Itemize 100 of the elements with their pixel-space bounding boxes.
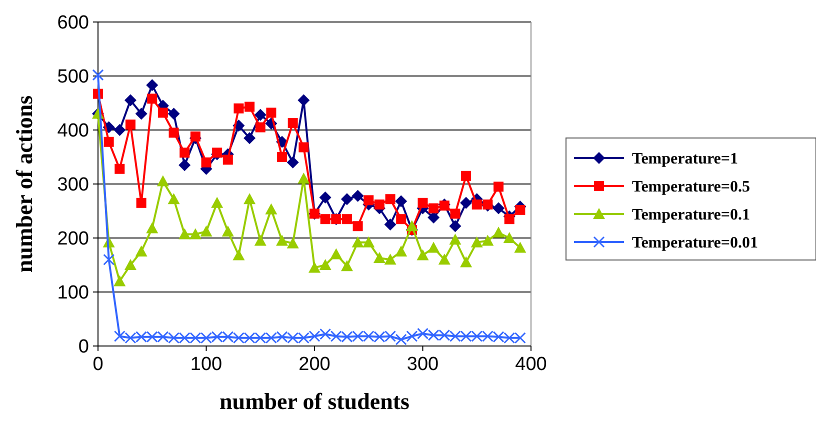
point — [146, 222, 158, 234]
point — [265, 203, 278, 214]
point — [362, 236, 375, 248]
point — [146, 79, 158, 92]
point — [135, 246, 148, 256]
point — [385, 194, 396, 204]
point — [277, 152, 288, 162]
point — [373, 252, 386, 263]
point — [330, 248, 342, 260]
point — [308, 262, 320, 273]
point — [212, 148, 222, 158]
point — [211, 196, 224, 208]
point — [342, 214, 352, 224]
point — [244, 132, 256, 144]
point — [286, 156, 299, 168]
x-tick-label: 300 — [406, 354, 439, 375]
point — [494, 182, 504, 192]
y-axis-title: number of actions — [12, 95, 37, 273]
point — [503, 232, 516, 243]
point — [114, 124, 126, 136]
point — [472, 200, 482, 210]
legend-label: Temperature=0.5 — [632, 178, 750, 196]
point — [147, 94, 158, 104]
x-tick-label: 100 — [190, 354, 222, 375]
point — [461, 170, 472, 181]
point — [114, 275, 126, 286]
point — [178, 228, 191, 240]
point — [449, 234, 462, 245]
point — [222, 226, 234, 237]
point — [384, 218, 396, 230]
point — [319, 192, 332, 204]
y-tick-label: 0 — [78, 336, 89, 358]
point — [244, 193, 256, 204]
point — [288, 118, 298, 128]
point — [254, 234, 266, 246]
point — [222, 154, 233, 165]
point — [189, 228, 202, 240]
point — [320, 214, 330, 224]
point — [298, 172, 310, 184]
point — [319, 259, 332, 270]
point — [286, 237, 299, 248]
point — [428, 203, 439, 214]
x-axis-title: number of students — [220, 389, 410, 414]
point — [504, 214, 514, 224]
y-tick-label: 100 — [57, 282, 89, 304]
point — [168, 193, 180, 204]
point — [340, 260, 353, 272]
legend-label: Temperature=0.01 — [632, 234, 758, 252]
point — [515, 204, 526, 215]
point — [450, 208, 460, 219]
point — [168, 128, 179, 138]
point — [136, 198, 146, 208]
point — [384, 254, 396, 265]
x-tick-label: 200 — [298, 354, 330, 375]
point — [168, 108, 180, 120]
point — [460, 196, 472, 209]
y-tick-label: 400 — [57, 120, 89, 142]
point — [428, 242, 440, 253]
point — [396, 214, 406, 224]
y-tick-label: 200 — [57, 228, 89, 250]
point — [418, 198, 428, 208]
point — [124, 94, 136, 106]
point — [234, 103, 244, 114]
x-tick-label: 0 — [92, 354, 104, 375]
point — [395, 195, 408, 208]
point — [492, 202, 505, 214]
point — [244, 102, 255, 112]
y-tick-label: 300 — [57, 174, 89, 196]
point — [104, 136, 114, 147]
legend-label: Temperature=0.1 — [632, 206, 750, 224]
point — [200, 226, 212, 237]
point — [352, 190, 364, 202]
point — [190, 131, 200, 142]
point — [266, 108, 276, 118]
point — [125, 120, 136, 130]
point — [438, 254, 450, 265]
point — [178, 159, 191, 172]
point — [180, 148, 190, 158]
point — [201, 157, 212, 168]
point — [298, 142, 309, 152]
x-tick-label: 400 — [515, 354, 547, 375]
point — [460, 256, 472, 268]
point — [254, 108, 266, 121]
point — [158, 108, 168, 118]
point — [352, 236, 364, 248]
point — [364, 195, 374, 206]
point — [276, 234, 288, 246]
point — [352, 221, 363, 232]
point — [114, 164, 125, 174]
point — [449, 220, 462, 232]
legend-label: Temperature=1 — [632, 150, 738, 168]
point — [470, 236, 483, 248]
point — [374, 200, 384, 210]
point — [156, 175, 169, 186]
point — [232, 249, 245, 260]
y-tick-label: 600 — [57, 12, 89, 34]
point — [406, 220, 418, 232]
point — [103, 254, 115, 266]
point — [514, 242, 526, 253]
point — [255, 122, 266, 132]
